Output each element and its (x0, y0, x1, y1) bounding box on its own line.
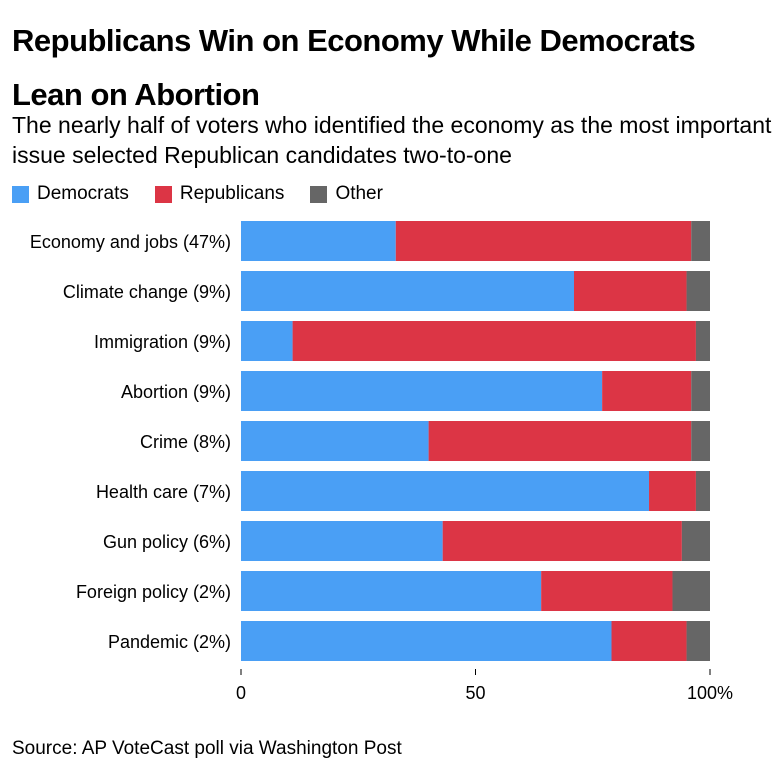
category-label-crime: Crime (8%) (140, 432, 231, 452)
legend-label-democrats: Democrats (37, 183, 129, 204)
category-label-immigration: Immigration (9%) (94, 332, 231, 352)
bar-health-care-other (695, 471, 710, 511)
legend-item-other: Other (310, 183, 383, 205)
x-tick-label-100: 100% (687, 683, 733, 703)
category-label-climate-change: Climate change (9%) (63, 282, 231, 302)
bar-pandemic-democrats (241, 621, 612, 661)
bar-crime-democrats (241, 421, 429, 461)
bar-climate-change-other (686, 271, 710, 311)
bar-foreign-policy-democrats (241, 571, 542, 611)
category-label-pandemic: Pandemic (2%) (108, 632, 231, 652)
bar-foreign-policy-other (672, 571, 710, 611)
legend-item-democrats: Democrats (12, 183, 129, 205)
bar-economy-and-jobs-democrats (241, 221, 396, 261)
legend: Democrats Republicans Other (12, 183, 409, 205)
bar-health-care-democrats (241, 471, 650, 511)
bar-pandemic-republicans (611, 621, 687, 661)
category-label-foreign-policy: Foreign policy (2%) (76, 582, 231, 602)
bar-immigration-republicans (292, 321, 696, 361)
category-label-abortion: Abortion (9%) (121, 382, 231, 402)
legend-label-republicans: Republicans (179, 183, 285, 204)
bar-immigration-democrats (241, 321, 293, 361)
source-note: Source: AP VoteCast poll via Washington … (12, 738, 402, 759)
legend-label-other: Other (335, 183, 383, 204)
bar-health-care-republicans (649, 471, 696, 511)
bar-economy-and-jobs-republicans (395, 221, 692, 261)
bar-climate-change-democrats (241, 271, 574, 311)
bar-pandemic-other (686, 621, 710, 661)
bar-abortion-other (691, 371, 710, 411)
x-tick-label-50: 50 (465, 683, 485, 703)
bar-abortion-democrats (241, 371, 603, 411)
legend-swatch-republicans (154, 185, 172, 203)
bar-abortion-republicans (602, 371, 692, 411)
category-label-health-care: Health care (7%) (96, 482, 231, 502)
category-label-economy-and-jobs: Economy and jobs (47%) (30, 232, 231, 252)
chart-title: Republicans Win on Economy While Democra… (12, 23, 696, 112)
bar-gun-policy-other (681, 521, 710, 561)
bar-economy-and-jobs-other (691, 221, 710, 261)
bar-gun-policy-republicans (442, 521, 682, 561)
bar-crime-other (691, 421, 710, 461)
category-label-gun-policy: Gun policy (6%) (103, 532, 231, 552)
bar-immigration-other (695, 321, 710, 361)
bar-crime-republicans (428, 421, 692, 461)
bar-gun-policy-democrats (241, 521, 443, 561)
chart-subtitle: The nearly half of voters who identified… (12, 112, 772, 168)
legend-swatch-democrats (12, 185, 29, 203)
x-tick-label-0: 0 (236, 683, 246, 703)
legend-swatch-other (310, 185, 328, 203)
bar-climate-change-republicans (573, 271, 687, 311)
legend-item-republicans: Republicans (154, 183, 285, 205)
bar-foreign-policy-republicans (541, 571, 673, 611)
